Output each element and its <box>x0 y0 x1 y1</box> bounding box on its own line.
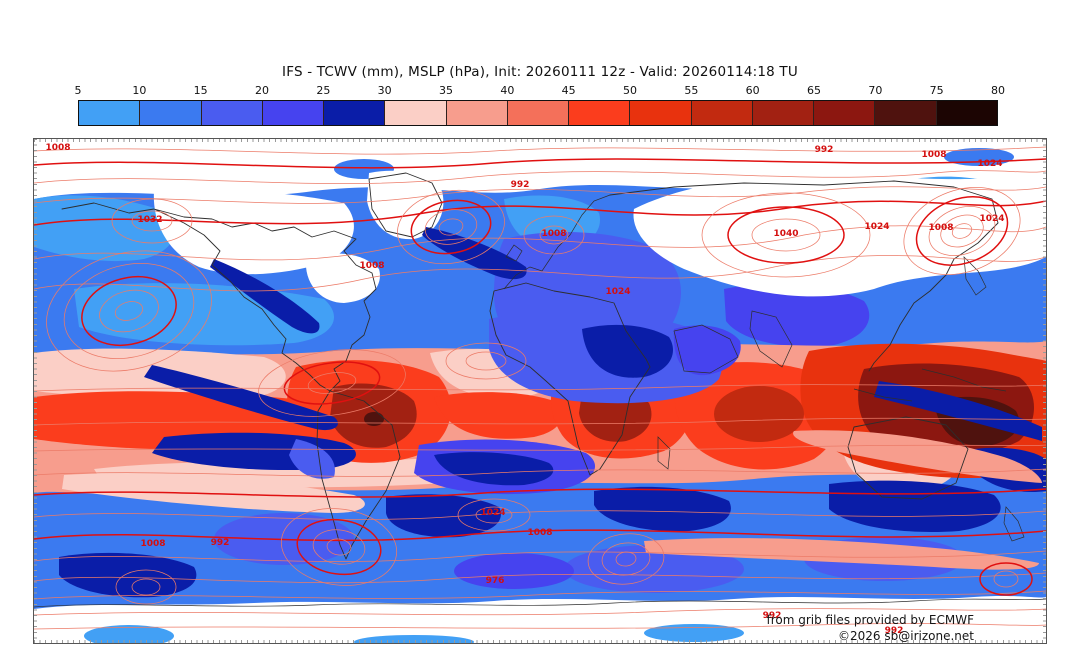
colorbar-tick-label: 55 <box>684 84 699 97</box>
mslp-contour-label: 1032 <box>137 215 162 225</box>
colorbar-tick-label: 35 <box>439 84 453 97</box>
colorbar-tick-labels: 5 10 15 20 25 30 35 40 45 50 55 60 65 70 75 80 <box>74 84 1006 98</box>
colorbar-tick-label: 65 <box>807 84 821 97</box>
mslp-contours <box>34 146 1046 630</box>
mslp-contour-label: 1008 <box>359 261 384 271</box>
mslp-contour-label: 1040 <box>773 229 798 239</box>
colorbar-segment <box>324 101 386 125</box>
mslp-contour-label: 1024 <box>977 159 1002 169</box>
colorbar-tick-label: 5 <box>74 84 82 97</box>
world-map-svg: 1008 992 1008 1024 1024 1040 1008 1024 1032 992 10… <box>34 139 1046 643</box>
mslp-contour-label: 1008 <box>45 143 70 153</box>
mslp-contour-label: 992 <box>885 626 904 636</box>
mslp-contour-label: 992 <box>763 611 782 621</box>
mslp-contour-label: 1024 <box>864 222 889 232</box>
colorbar-tick-label: 80 <box>991 84 1005 97</box>
colorbar-segment <box>936 101 997 125</box>
colorbar-segment <box>140 101 202 125</box>
colorbar-segment <box>752 101 815 125</box>
colorbar-segment <box>814 101 876 125</box>
contour-labels: 1008 992 1008 1024 1024 1040 1008 1024 1032 992 10… <box>45 143 1004 636</box>
colorbar-tick-label: 70 <box>868 84 883 97</box>
colorbar-tick-label: 25 <box>316 84 331 97</box>
colorbar-tick-label: 30 <box>377 84 392 97</box>
colorbar: 5 10 15 20 25 30 35 40 45 50 55 60 65 70 75 80 <box>74 84 1006 128</box>
world-map-frame: 1008 992 1008 1024 1024 1040 1008 1024 1032 992 10… <box>33 138 1047 644</box>
mslp-contour-label: 1008 <box>921 150 946 160</box>
colorbar-segment <box>262 101 325 125</box>
mslp-contour-label: 1008 <box>541 229 566 239</box>
page-title: IFS - TCWV (mm), MSLP (hPa), Init: 20260… <box>282 64 798 80</box>
tcwv-shading <box>34 139 1046 643</box>
colorbar-segment <box>875 101 937 125</box>
colorbar-tick-label: 45 <box>561 84 576 97</box>
credit-copyright: ©2026 sb@irizone.net <box>838 629 974 643</box>
credit-ecmwf: from grib files provided by ECMWF <box>766 613 974 627</box>
colorbar-segment <box>446 101 508 125</box>
mslp-contour-label: 976 <box>486 576 505 586</box>
mslp-contour-label: 1008 <box>928 223 953 233</box>
colorbar-tick-label: 75 <box>929 84 944 97</box>
coastlines <box>34 172 1046 608</box>
colorbar-segment <box>201 101 263 125</box>
mslp-contour-label: 1024 <box>605 287 630 297</box>
colorbar-segment <box>79 101 141 125</box>
colorbar-tick-label: 10 <box>132 84 147 97</box>
mslp-contour-label: 992 <box>511 180 530 190</box>
mslp-contour-label: 1024 <box>979 214 1004 224</box>
colorbar-scale <box>78 100 998 126</box>
colorbar-tick-label: 15 <box>193 84 208 97</box>
colorbar-segment <box>691 101 753 125</box>
mslp-contour-label: 992 <box>815 145 834 155</box>
colorbar-tick-label: 20 <box>255 84 269 97</box>
colorbar-segment <box>507 101 570 125</box>
colorbar-segment <box>385 101 447 125</box>
colorbar-segment <box>630 101 692 125</box>
colorbar-tick-label: 40 <box>500 84 515 97</box>
mslp-contour-label: 1008 <box>140 539 165 549</box>
colorbar-tick-label: 60 <box>745 84 760 97</box>
colorbar-tick-label: 50 <box>623 84 637 97</box>
mslp-contour-label: 992 <box>211 538 230 548</box>
mslp-contour-label: 1008 <box>527 528 552 538</box>
mslp-contour-label: 1024 <box>480 508 505 518</box>
colorbar-segment <box>569 101 631 125</box>
